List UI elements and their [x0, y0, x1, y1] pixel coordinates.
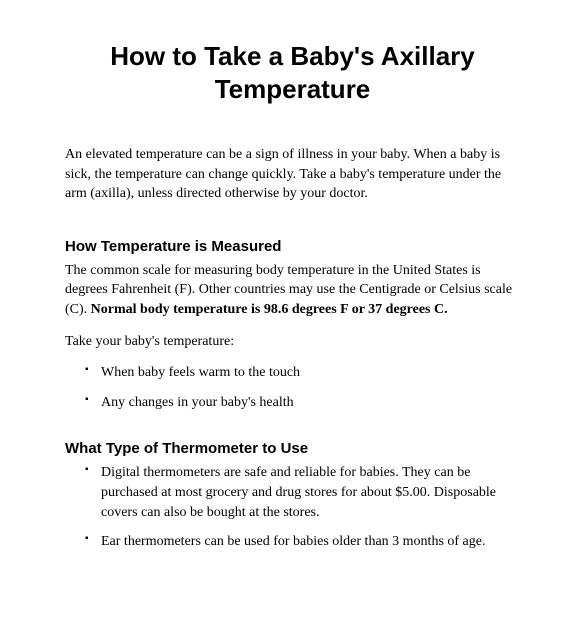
page-title: How to Take a Baby's Axillary Temperatur… [65, 40, 520, 105]
list-item: Ear thermometers can be used for babies … [85, 532, 520, 552]
section-heading-thermometer: What Type of Thermometer to Use [65, 440, 520, 457]
section-heading-measurement: How Temperature is Measured [65, 238, 520, 255]
intro-paragraph: An elevated temperature can be a sign of… [65, 145, 520, 204]
section1-bullet-list: When baby feels warm to the touch Any ch… [65, 363, 520, 412]
list-item: Any changes in your baby's health [85, 393, 520, 413]
section2-bullet-list: Digital thermometers are safe and reliab… [65, 463, 520, 551]
section1-paragraph: The common scale for measuring body temp… [65, 261, 520, 320]
list-item: When baby feels warm to the touch [85, 363, 520, 383]
section1-leadin: Take your baby's temperature: [65, 332, 520, 352]
section1-text-bold: Normal body temperature is 98.6 degrees … [91, 302, 448, 317]
list-item: Digital thermometers are safe and reliab… [85, 463, 520, 522]
